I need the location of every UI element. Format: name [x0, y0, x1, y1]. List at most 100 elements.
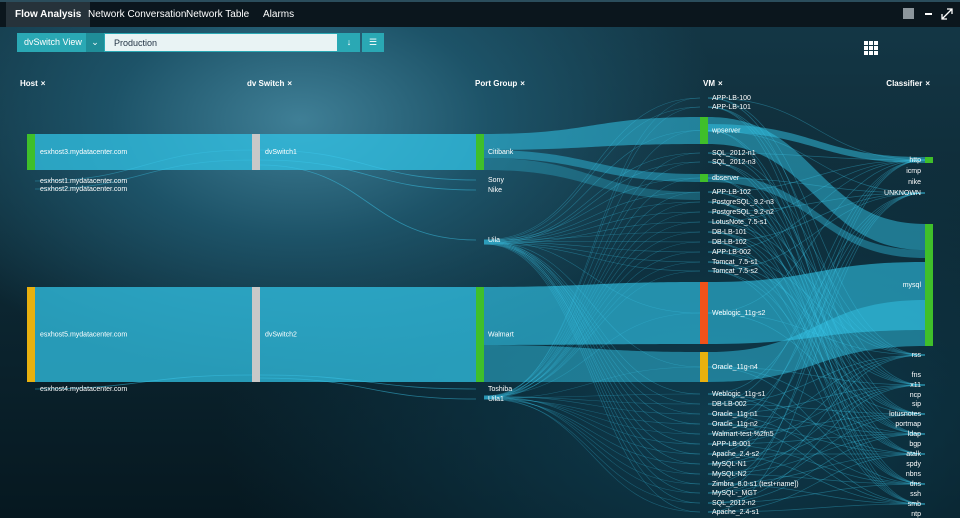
node-label: wpserver — [711, 127, 741, 134]
flow-band — [260, 287, 476, 382]
grid-icon[interactable] — [864, 41, 878, 55]
flow-line — [483, 221, 701, 399]
node-bar — [252, 287, 260, 382]
flow-line — [707, 473, 926, 485]
node-label: LotusNote_7.5-s1 — [712, 219, 767, 226]
flow-line — [707, 159, 926, 314]
flow-line — [483, 396, 701, 445]
flow-line — [483, 221, 701, 245]
flow-line — [483, 398, 701, 465]
node-label: DB-LB-002 — [712, 401, 747, 408]
node-label: Citibank — [488, 149, 514, 156]
tab[interactable]: Network Table — [186, 9, 250, 20]
flow-line — [707, 231, 926, 485]
node-label: ldap — [908, 431, 921, 438]
node-label: APP-LB-102 — [712, 189, 751, 196]
flow-line — [483, 231, 701, 241]
flow-line — [707, 433, 926, 475]
flow-line — [707, 453, 926, 505]
flow-line — [707, 106, 926, 386]
node-label: dns — [910, 481, 922, 488]
flow-band — [260, 134, 476, 170]
node-label: Zimbra_8.0-s1 (test+name]) — [712, 481, 799, 488]
flow-line — [707, 433, 926, 504]
node-bar — [476, 287, 484, 382]
node-label: portmap — [895, 421, 921, 428]
node-label: Apache_2.4-s1 — [712, 509, 759, 516]
node-label: Tomcat_7.5-s1 — [712, 259, 758, 266]
flow-line — [707, 192, 926, 513]
column-title: dv Switch — [247, 79, 284, 88]
node-label: nbns — [906, 471, 922, 478]
column-close[interactable]: × — [520, 79, 525, 88]
flow-line — [483, 177, 701, 241]
column-header: VM × — [703, 79, 723, 88]
column-header: Classifier × — [886, 79, 930, 88]
scope-input[interactable]: Production — [104, 33, 338, 52]
flow-line — [707, 192, 926, 425]
flow-line — [483, 239, 701, 475]
expand[interactable] — [941, 8, 953, 20]
flow-line — [707, 384, 926, 475]
column-close[interactable]: × — [925, 79, 930, 88]
flow-line — [34, 149, 253, 182]
flow-band — [484, 345, 700, 382]
node-bar — [27, 134, 35, 170]
flow-band — [484, 158, 700, 200]
flow-line — [707, 483, 926, 505]
flow-line — [483, 312, 701, 397]
node-label: MySQL-N2 — [712, 471, 747, 478]
list-button[interactable]: ☰ — [362, 33, 384, 52]
flow-line — [707, 177, 926, 194]
tab[interactable]: Network Conversation — [88, 9, 187, 20]
flow-line — [707, 152, 926, 356]
flow-band — [708, 300, 925, 382]
column-close[interactable]: × — [287, 79, 292, 88]
flow-line — [707, 201, 926, 435]
flow-line — [707, 159, 926, 253]
flow-line — [483, 97, 701, 400]
flow-line — [707, 384, 926, 504]
flow-line — [707, 354, 926, 405]
column-close[interactable]: × — [718, 79, 723, 88]
tab[interactable]: Flow Analysis — [6, 2, 91, 27]
node-bar — [700, 282, 708, 344]
tab[interactable]: Alarms — [263, 9, 295, 20]
view-button[interactable]: dvSwitch View — [17, 33, 86, 52]
node-label: atalk — [906, 451, 921, 458]
flow-line — [483, 239, 701, 314]
flow-line — [483, 242, 701, 263]
download-button[interactable]: ↓ — [338, 33, 360, 52]
flow-line — [707, 251, 926, 415]
flow-line — [483, 240, 701, 243]
node-label: Weblogic_11g-s2 — [712, 310, 766, 317]
flow-line — [707, 192, 926, 455]
flow-line — [707, 106, 926, 485]
node-label: SQL_2012-n1 — [712, 150, 756, 157]
flows — [34, 97, 926, 513]
flow-line — [707, 413, 926, 465]
node-label: Uila1 — [488, 396, 504, 403]
flow-line — [483, 152, 701, 397]
node-label: sip — [912, 401, 921, 408]
node-label: spdy — [906, 461, 921, 468]
node-label: esxhost1.mydatacenter.com — [40, 178, 127, 185]
flow-line — [707, 393, 926, 505]
node-bar — [925, 157, 933, 163]
node-label: MySQL-N1 — [712, 461, 747, 468]
flow-line — [707, 312, 926, 356]
node-label: esxhost4.mydatacenter.com — [40, 386, 127, 393]
flow-line — [483, 243, 701, 272]
flow-line — [707, 393, 926, 455]
flow-line — [483, 395, 701, 494]
minimize[interactable] — [925, 13, 932, 15]
column-close[interactable]: × — [41, 79, 46, 88]
flow-line — [707, 423, 926, 505]
flow-line — [483, 191, 701, 398]
flow-line — [483, 397, 701, 513]
view-dropdown[interactable]: ⌄ — [86, 33, 104, 52]
flow-line — [707, 201, 926, 386]
flow-line — [483, 241, 701, 253]
window-icon[interactable] — [903, 8, 914, 19]
node-label: fns — [912, 372, 922, 379]
